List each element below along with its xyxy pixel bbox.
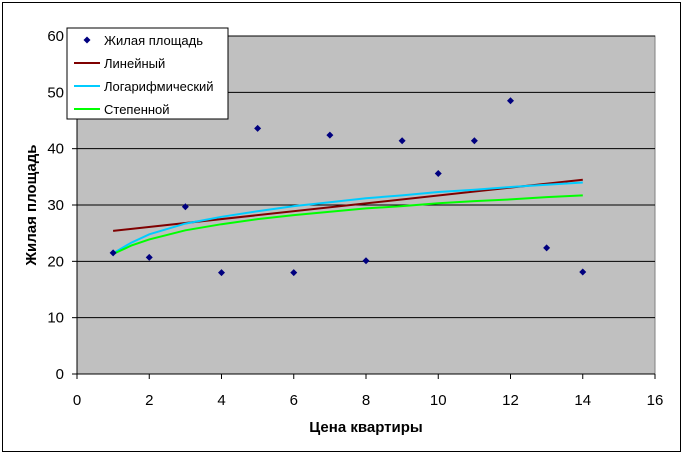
legend-label: Линейный <box>104 56 165 71</box>
data-point <box>181 203 189 211</box>
y-axis-title: Жилая площадь <box>23 144 40 266</box>
x-tick-label-12: 12 <box>502 392 519 409</box>
y-tick-label-0: 0 <box>56 366 64 383</box>
x-axis-title: Цена квартиры <box>309 419 422 436</box>
legend-label: Логарифмический <box>104 79 214 94</box>
data-point <box>254 124 262 132</box>
x-tick-label-8: 8 <box>362 392 370 409</box>
y-tick-labels: 0 10 20 30 40 50 60 <box>47 28 64 383</box>
y-tick-label-50: 50 <box>47 84 64 101</box>
x-tick-label-16: 16 <box>647 392 664 409</box>
x-tick-label-10: 10 <box>430 392 447 409</box>
data-point <box>470 137 478 145</box>
legend-marker-points <box>83 36 91 44</box>
data-point <box>218 269 225 277</box>
legend-label: Степенной <box>104 102 170 117</box>
trendline-power <box>112 194 583 255</box>
data-point <box>145 253 153 261</box>
legend-box <box>66 27 229 120</box>
trendlines <box>112 178 583 255</box>
x-tick-label-14: 14 <box>574 392 591 409</box>
data-point <box>326 131 334 139</box>
x-tick-label-4: 4 <box>217 392 225 409</box>
x-tick-label-6: 6 <box>290 392 298 409</box>
trendline-logarithmic <box>112 181 583 255</box>
data-point <box>543 244 551 252</box>
y-tick-label-30: 30 <box>47 197 64 214</box>
data-point <box>398 137 406 145</box>
x-tick-label-0: 0 <box>73 392 81 409</box>
y-tick-label-60: 60 <box>47 28 64 45</box>
legend: Жилая площадь Линейный Логарифмический Степ… <box>66 27 229 120</box>
data-point <box>290 269 298 277</box>
x-tick-label-2: 2 <box>145 392 153 409</box>
data-point <box>362 257 370 265</box>
x-tick-labels: 0 2 4 6 8 10 12 14 16 <box>73 392 664 409</box>
data-points <box>109 97 587 277</box>
legend-label: Жилая площадь <box>104 33 203 48</box>
data-point <box>109 249 117 257</box>
data-point <box>507 97 514 105</box>
y-tick-label-40: 40 <box>47 141 64 158</box>
data-point <box>434 169 442 177</box>
data-point <box>579 268 587 276</box>
y-tick-label-20: 20 <box>47 253 64 270</box>
y-tick-label-10: 10 <box>47 310 64 327</box>
